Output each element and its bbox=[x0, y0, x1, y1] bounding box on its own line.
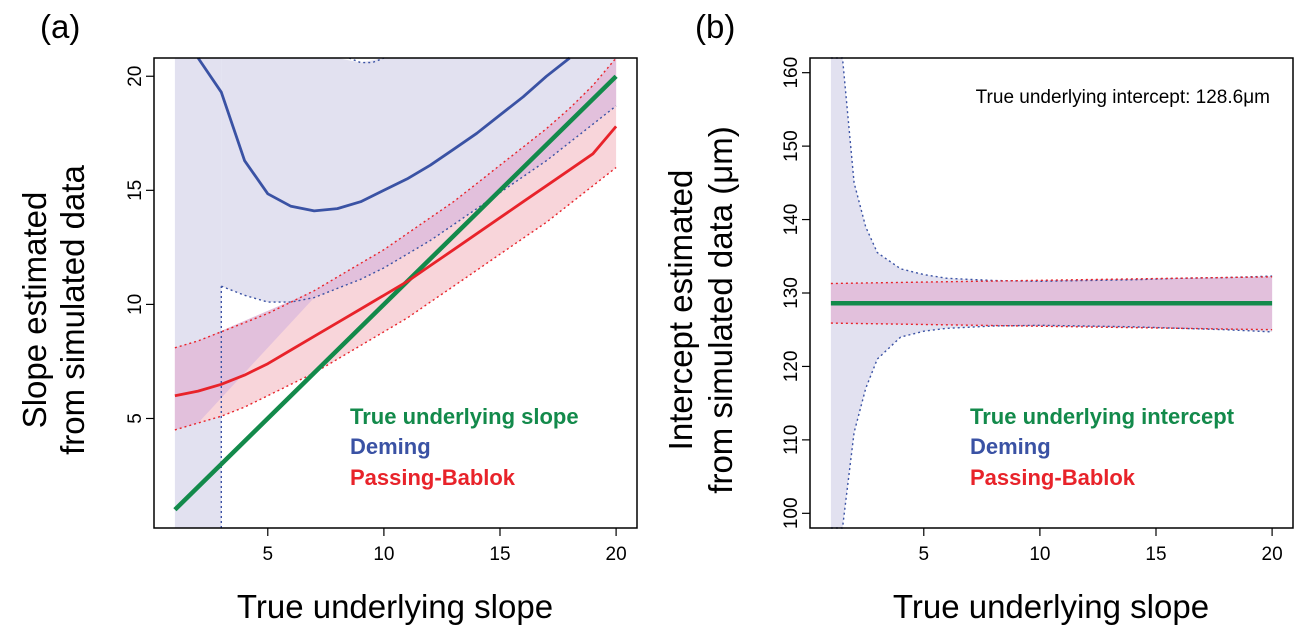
panel-a-y-axis: 5 10 15 20 bbox=[125, 66, 154, 424]
panel-b-x-axis: 5 10 15 20 bbox=[918, 528, 1283, 565]
panel-b-y-tick-label: 140 bbox=[781, 204, 802, 236]
series-line-pb bbox=[174, 125, 618, 398]
panel-a-frame bbox=[153, 57, 638, 529]
panel-b-x-tick-label: 5 bbox=[918, 544, 929, 565]
panel-a: (a) 5 10 15 20 5 10 15 20 True underlying slop… bbox=[16, 8, 638, 625]
deming-ci-lower bbox=[830, 324, 1273, 529]
panel-b-x-title: True underlying slope bbox=[893, 588, 1209, 625]
panel-a-x-axis: 5 10 15 20 bbox=[262, 528, 627, 565]
panel-a-x-tick-label: 5 bbox=[262, 544, 273, 565]
panel-b-x-tick-label: 20 bbox=[1262, 544, 1283, 565]
panel-b-y-title-line2: from simulated data (μm) bbox=[702, 126, 739, 493]
passing-bablok-ci-upper bbox=[830, 276, 1273, 285]
panel-a-x-tick-label: 15 bbox=[489, 544, 510, 565]
panel-a-y-tick-label: 20 bbox=[125, 66, 146, 87]
panel-a-x-title: True underlying slope bbox=[237, 588, 553, 625]
panel-b-x-tick-label: 15 bbox=[1145, 544, 1166, 565]
panel-a-label: (a) bbox=[40, 8, 80, 45]
legend-true-slope: True underlying slope bbox=[350, 404, 579, 429]
panel-a-legend: True underlying slope Deming Passing-Bab… bbox=[350, 404, 579, 490]
panel-b: (b) 5 10 15 20 100 110 120 130 140 150 160 True u… bbox=[662, 8, 1294, 625]
panel-b-annotation: True underlying intercept: 128.6μm bbox=[976, 87, 1270, 108]
panel-b-y-tick-label: 120 bbox=[781, 351, 802, 383]
passing-bablok-ci-lower bbox=[830, 322, 1273, 331]
ci-overlap-band bbox=[174, 58, 617, 430]
panel-b-y-tick-label: 160 bbox=[781, 57, 802, 89]
panel-b-y-axis: 100 110 120 130 140 150 160 bbox=[781, 57, 810, 529]
deming-ci-lower bbox=[221, 105, 617, 303]
panel-a-x-tick-label: 10 bbox=[373, 544, 394, 565]
legend-true-intercept: True underlying intercept bbox=[970, 404, 1235, 429]
panel-a-y-tick-label: 15 bbox=[125, 180, 146, 201]
panel-b-x-tick-label: 10 bbox=[1029, 544, 1050, 565]
deming-ci-band-strip bbox=[174, 58, 222, 528]
panel-b-plot-area bbox=[830, 57, 1273, 529]
panel-a-plot-area bbox=[173, 56, 618, 528]
passing-bablok-ci-upper bbox=[174, 57, 617, 349]
panel-a-y-tick-label: 10 bbox=[125, 294, 146, 315]
series-line-deming bbox=[196, 56, 571, 213]
deming-ci-upper bbox=[348, 57, 385, 64]
panel-a-x-tick-label: 20 bbox=[606, 544, 627, 565]
panel-b-legend: True underlying intercept Deming Passing… bbox=[970, 404, 1235, 490]
panel-a-y-title-line1: Slope estimated bbox=[16, 192, 53, 429]
panel-b-y-tick-label: 130 bbox=[781, 277, 802, 309]
legend-deming: Deming bbox=[350, 434, 431, 459]
panel-b-y-tick-label: 150 bbox=[781, 130, 802, 162]
panel-b-y-tick-label: 100 bbox=[781, 497, 802, 529]
deming-ci-upper bbox=[830, 57, 1273, 282]
legend-passing-bablok: Passing-Bablok bbox=[350, 465, 516, 490]
panel-b-label: (b) bbox=[695, 8, 735, 45]
legend-passing-bablok-b: Passing-Bablok bbox=[970, 465, 1136, 490]
legend-deming-b: Deming bbox=[970, 434, 1051, 459]
panel-b-y-tick-label: 110 bbox=[781, 425, 802, 455]
series-line-true bbox=[173, 74, 618, 512]
panel-a-y-tick-label: 5 bbox=[125, 413, 146, 424]
panel-a-y-title-line2: from simulated data bbox=[54, 164, 91, 454]
panel-b-y-title-line1: Intercept estimated bbox=[662, 170, 699, 451]
passing-bablok-ci-lower bbox=[174, 166, 617, 431]
deming-ci-band bbox=[221, 58, 617, 303]
